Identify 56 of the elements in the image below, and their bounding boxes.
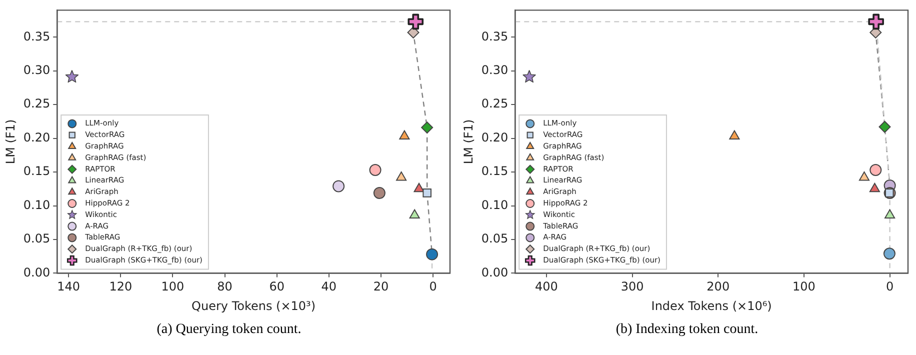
x-tick-label: 80 [217, 280, 232, 294]
point [883, 248, 896, 260]
point [884, 209, 896, 218]
x-tick-label: 0 [429, 280, 437, 294]
y-tick-label: 0.05 [481, 232, 508, 246]
x-tick-label: 200 [706, 280, 730, 294]
text: (b) Indexing token count. [614, 322, 760, 338]
point [409, 209, 420, 218]
x-tick-label: 60 [269, 280, 284, 294]
y-tick-label: 0.25 [481, 96, 508, 111]
x-tick-label: 140 [57, 280, 80, 294]
point [421, 122, 434, 134]
x-tick-label: 120 [109, 280, 132, 294]
y-tick-label: 0.30 [23, 63, 50, 78]
point [332, 180, 345, 192]
point [396, 171, 407, 181]
y-tick-label: 0.25 [23, 96, 50, 111]
point [408, 14, 424, 30]
y-axis-title: LM (F1) [3, 119, 18, 164]
point [878, 120, 891, 133]
x-tick-label: 400 [534, 280, 558, 294]
x-tick-label: 0 [886, 280, 894, 294]
point [868, 14, 884, 30]
x-tick-label: 100 [792, 280, 816, 294]
x-tick-label: 300 [620, 280, 644, 294]
y-tick-label: 0.20 [23, 130, 50, 144]
point [65, 70, 79, 83]
y-tick-label: 0.30 [481, 63, 508, 78]
x-tick-label: 40 [321, 280, 337, 294]
x-tick-label: 100 [161, 280, 184, 294]
point [426, 248, 438, 260]
x-tick-label: 20 [373, 280, 389, 294]
x-axis-title: Query Tokens (×10³) [192, 298, 316, 313]
point [858, 171, 870, 181]
point [729, 130, 740, 140]
y-tick-label: 0.20 [481, 130, 508, 144]
y-tick-label: 0.15 [481, 164, 508, 178]
point [522, 70, 536, 83]
point [373, 186, 386, 199]
y-tick-label: 0.35 [23, 29, 50, 44]
point [422, 188, 432, 198]
y-tick-label: 0.10 [23, 198, 50, 212]
y-tick-label: 0.10 [481, 198, 508, 212]
y-axis-title: LM (F1) [461, 119, 476, 164]
point [869, 182, 880, 192]
y-tick-label: 0.00 [23, 265, 50, 280]
y-tick-label: 0.35 [481, 29, 508, 44]
point [399, 130, 410, 140]
text: (a) Querying token count. [156, 322, 302, 338]
y-tick-label: 0.00 [481, 265, 508, 280]
point [369, 164, 382, 176]
y-tick-label: 0.05 [23, 232, 50, 246]
y-tick-label: 0.15 [23, 164, 50, 178]
point [870, 164, 882, 176]
point [414, 182, 424, 192]
x-axis-title: Index Tokens (×10⁶) [651, 298, 772, 313]
